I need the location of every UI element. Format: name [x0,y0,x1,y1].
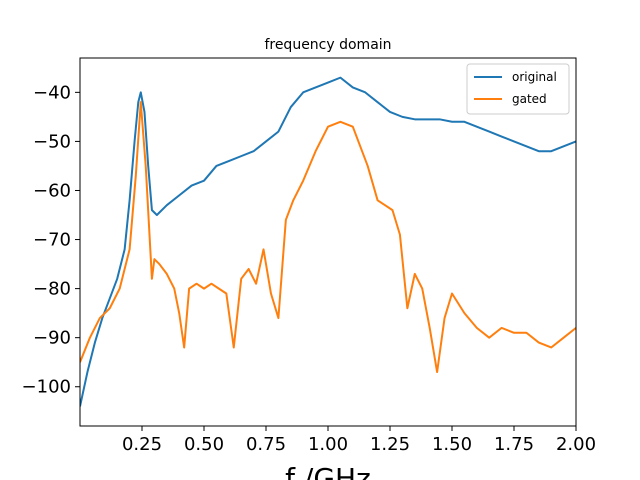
legend-label-original: original [512,70,557,84]
chart-title: frequency domain [264,37,391,53]
series-line-original [80,76,576,407]
x-tick-label: 0.25 [122,434,162,455]
series-line-gated [80,101,576,374]
x-tick-label: 0.75 [246,434,286,455]
x-axis-label: f /GHz [285,462,371,480]
legend-label-gated: gated [512,92,547,106]
y-tick-label: −50 [33,131,71,152]
x-tick-label: 1.50 [432,434,472,455]
x-tick-label: 1.00 [308,434,348,455]
y-tick-label: −90 [33,328,71,349]
y-tick-label: −70 [33,230,71,251]
x-tick-label: 0.50 [184,434,224,455]
legend: original gated [466,63,570,115]
x-tick-label: 1.75 [494,434,534,455]
y-tick-label: −60 [33,180,71,201]
y-tick-label: −80 [33,279,71,300]
x-tick-label: 2.00 [556,434,596,455]
x-tick-label: 1.25 [370,434,410,455]
y-tick-label: −100 [22,377,71,398]
y-tick-label: −40 [33,82,71,103]
